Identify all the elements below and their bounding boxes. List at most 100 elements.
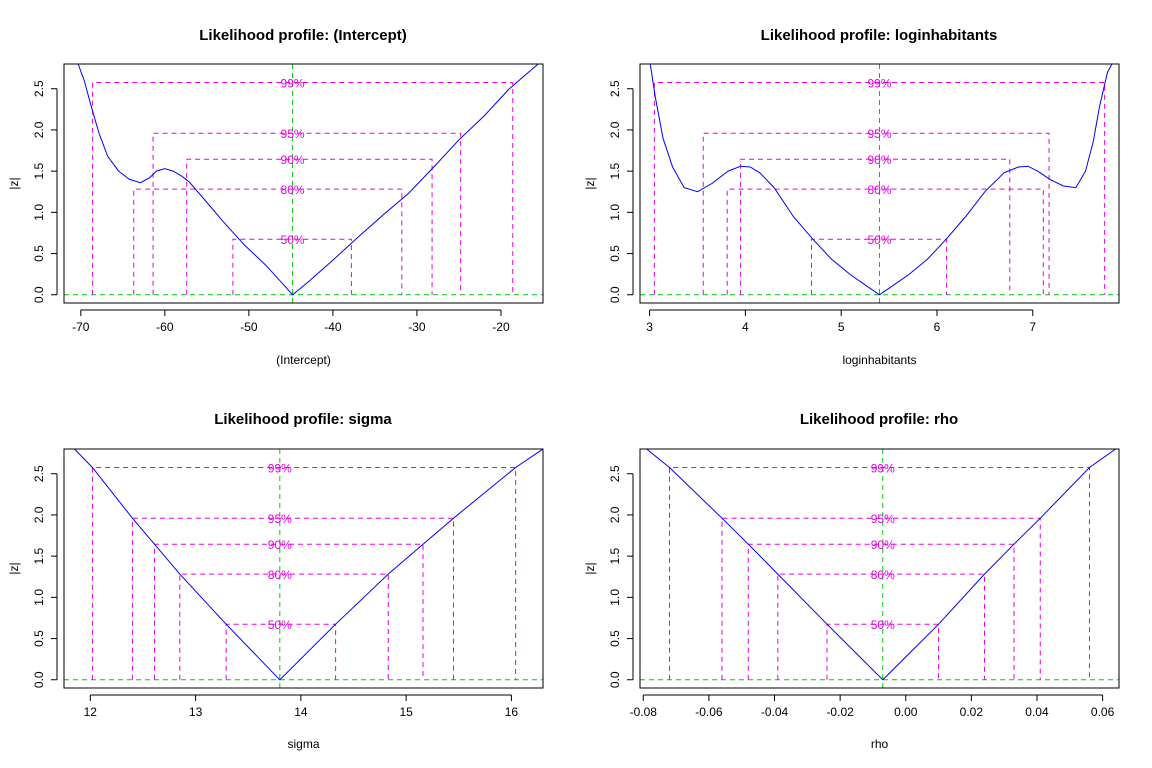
confidence-interval-bracket xyxy=(726,188,1044,295)
confidence-interval-bracket xyxy=(91,466,517,680)
confidence-level-label: 99% xyxy=(268,461,292,475)
x-tick-label: -20 xyxy=(492,320,510,334)
x-tick-label: -0.08 xyxy=(630,705,658,719)
y-tick-label: 0.5 xyxy=(608,630,622,647)
chart-title: Likelihood profile: loginhabitants xyxy=(761,27,998,44)
x-tick-label: 7 xyxy=(1029,320,1036,334)
y-tick-label: 2.5 xyxy=(608,465,622,482)
y-axis-label: |z| xyxy=(7,177,21,189)
y-tick-label: 2.5 xyxy=(32,465,46,482)
y-tick-label: 1.5 xyxy=(608,162,622,179)
confidence-level-label: 90% xyxy=(268,538,292,552)
confidence-interval-bracket xyxy=(179,573,389,680)
confidence-interval-bracket xyxy=(186,158,433,295)
x-tick-label: 0.04 xyxy=(1025,705,1049,719)
confidence-interval-bracket xyxy=(225,623,337,680)
confidence-interval-bracket xyxy=(232,238,352,295)
confidence-interval-bracket xyxy=(653,81,1106,295)
confidence-level-label: 80% xyxy=(268,568,292,582)
y-tick-label: 2.5 xyxy=(32,80,46,97)
x-axis-label: sigma xyxy=(287,737,319,751)
confidence-interval-bracket xyxy=(669,466,1090,680)
x-tick-label: 6 xyxy=(934,320,941,334)
plot-frame xyxy=(639,63,1120,304)
y-tick-label: 2.0 xyxy=(32,506,46,523)
confidence-interval-bracket xyxy=(133,188,403,295)
x-tick-label: -60 xyxy=(156,320,174,334)
x-tick-label: -70 xyxy=(72,320,90,334)
confidence-level-label: 90% xyxy=(867,153,891,167)
confidence-level-label: 80% xyxy=(281,183,305,197)
x-tick-label: 5 xyxy=(838,320,845,334)
confidence-level-label: 50% xyxy=(871,618,895,632)
x-axis-label: rho xyxy=(871,737,889,751)
confidence-level-label: 50% xyxy=(281,233,305,247)
y-tick-label: 1.5 xyxy=(32,162,46,179)
x-tick-label: -0.04 xyxy=(761,705,789,719)
y-tick-label: 1.5 xyxy=(608,547,622,564)
y-tick-label: 2.0 xyxy=(608,121,622,138)
x-tick-label: 12 xyxy=(84,705,98,719)
confidence-interval-bracket xyxy=(92,81,514,295)
y-tick-label: 1.0 xyxy=(32,204,46,221)
y-tick-label: 0.5 xyxy=(32,245,46,262)
confidence-level-label: 80% xyxy=(871,568,895,582)
confidence-level-label: 99% xyxy=(871,461,895,475)
y-axis-label: |z| xyxy=(7,562,21,574)
confidence-level-label: 90% xyxy=(871,538,895,552)
confidence-interval-bracket xyxy=(777,573,985,680)
chart-title: Likelihood profile: (Intercept) xyxy=(199,27,407,44)
plot-frame xyxy=(639,448,1120,689)
chart-title: Likelihood profile: sigma xyxy=(214,411,392,428)
profile-curve xyxy=(74,449,543,681)
chart-title: Likelihood profile: rho xyxy=(800,411,958,428)
x-tick-label: 16 xyxy=(505,705,519,719)
y-tick-label: 2.5 xyxy=(608,80,622,97)
confidence-interval-bracket xyxy=(152,132,462,295)
profile-curve xyxy=(649,64,1113,296)
y-tick-label: 1.0 xyxy=(608,589,622,606)
x-tick-label: -0.06 xyxy=(695,705,723,719)
profile-curve xyxy=(77,64,539,296)
x-tick-label: 0.06 xyxy=(1091,705,1115,719)
y-tick-label: 1.5 xyxy=(32,547,46,564)
y-tick-label: 0.5 xyxy=(608,245,622,262)
x-tick-label: -0.02 xyxy=(826,705,854,719)
plot-frame xyxy=(63,63,544,304)
confidence-level-label: 80% xyxy=(867,183,891,197)
confidence-level-label: 95% xyxy=(871,512,895,526)
x-tick-label: 15 xyxy=(399,705,413,719)
confidence-interval-bracket xyxy=(721,517,1041,680)
confidence-level-label: 99% xyxy=(281,76,305,90)
confidence-level-label: 95% xyxy=(268,512,292,526)
confidence-level-label: 95% xyxy=(281,127,305,141)
plot-frame xyxy=(63,448,544,689)
x-tick-label: 4 xyxy=(742,320,749,334)
y-axis-label: |z| xyxy=(583,562,597,574)
confidence-level-label: 50% xyxy=(268,618,292,632)
confidence-level-label: 50% xyxy=(867,233,891,247)
x-tick-label: -40 xyxy=(324,320,342,334)
y-tick-label: 0.0 xyxy=(32,286,46,303)
plot-panel: Likelihood profile: sigma sigma |z| 99% 95% 9… xyxy=(7,411,544,751)
confidence-interval-bracket xyxy=(826,623,940,680)
x-tick-label: 14 xyxy=(294,705,308,719)
x-axis-label: (Intercept) xyxy=(276,353,331,367)
y-tick-label: 2.0 xyxy=(608,506,622,523)
y-axis-label: |z| xyxy=(583,177,597,189)
y-tick-label: 0.0 xyxy=(32,671,46,688)
confidence-level-label: 95% xyxy=(867,127,891,141)
plot-panel: Likelihood profile: loginhabitants loginh… xyxy=(583,27,1120,367)
y-tick-label: 1.0 xyxy=(608,204,622,221)
plot-panel: Likelihood profile: (Intercept) (Intercep… xyxy=(7,27,544,367)
profile-curve xyxy=(646,449,1116,681)
confidence-level-label: 90% xyxy=(281,153,305,167)
x-tick-label: -50 xyxy=(240,320,258,334)
confidence-level-label: 99% xyxy=(867,76,891,90)
x-tick-label: 13 xyxy=(189,705,203,719)
x-tick-label: 0.00 xyxy=(894,705,918,719)
x-tick-label: 0.02 xyxy=(960,705,984,719)
y-tick-label: 1.0 xyxy=(32,589,46,606)
